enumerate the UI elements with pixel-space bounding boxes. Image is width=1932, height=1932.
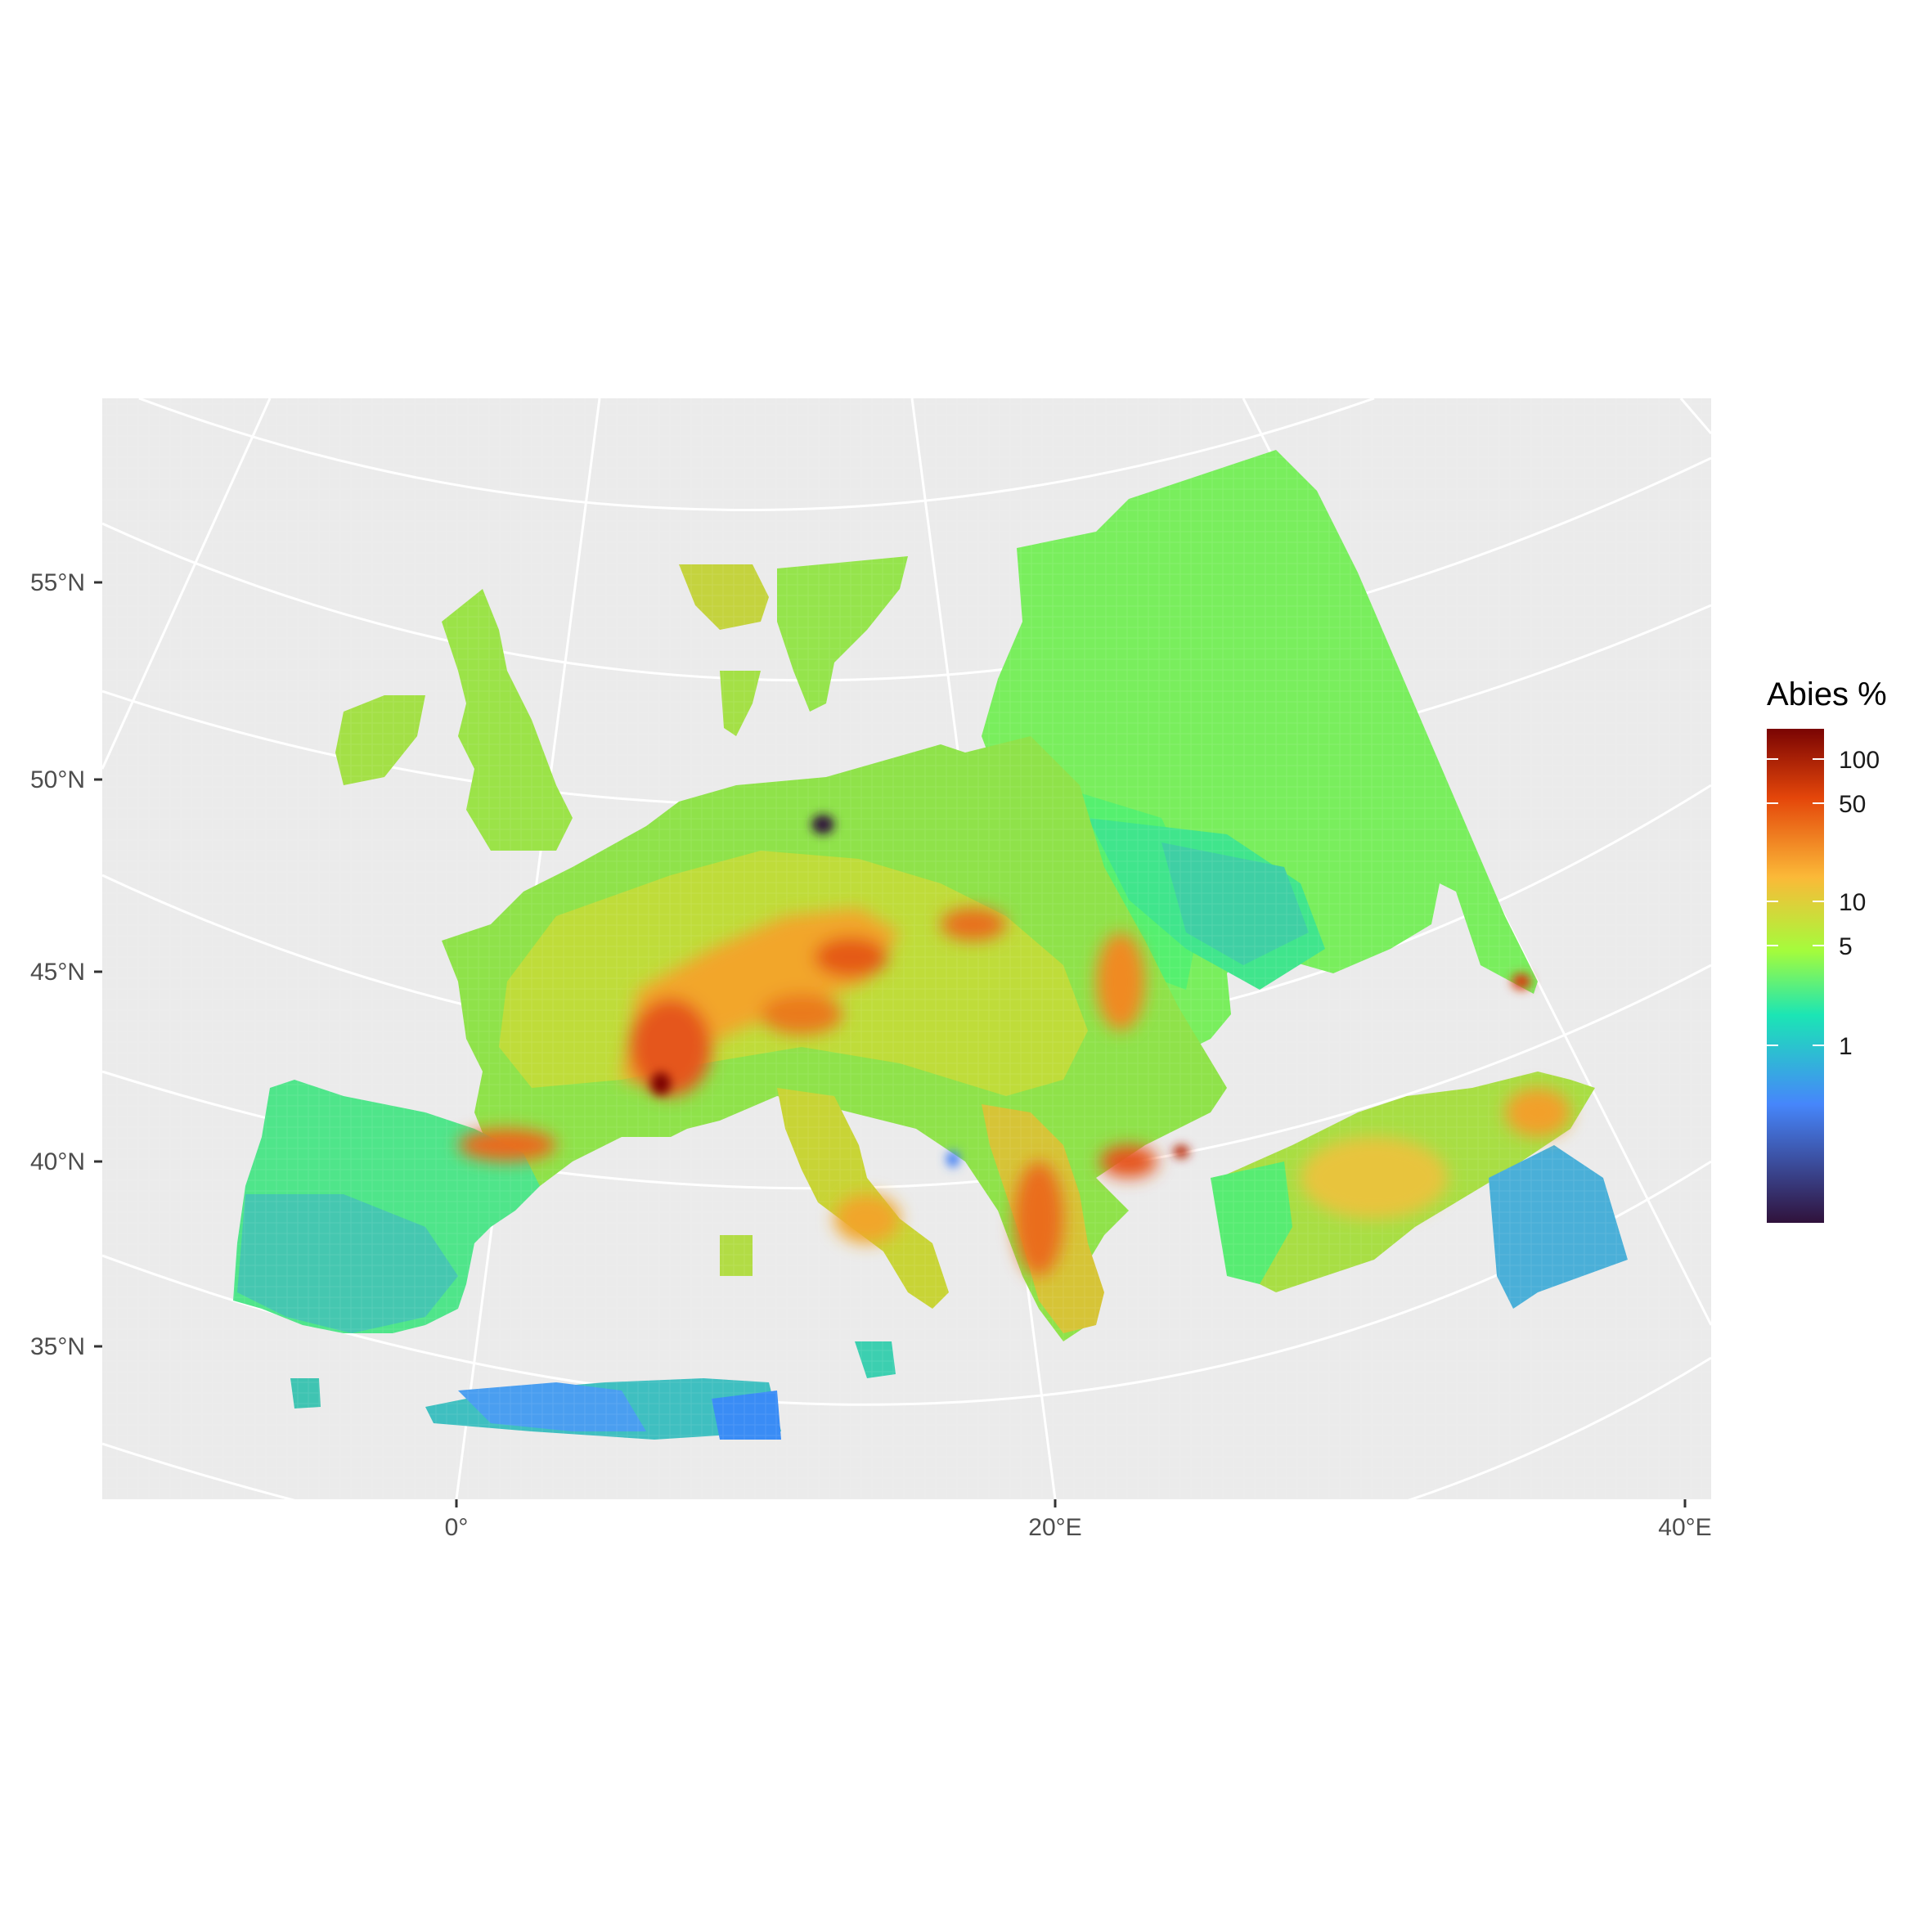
x-tick-label: 0° bbox=[445, 1514, 469, 1541]
legend-colorbar bbox=[1767, 729, 1824, 1223]
y-tick-label: 45°N bbox=[30, 959, 85, 986]
legend-label: 10 bbox=[1839, 889, 1866, 916]
y-tick-label: 50°N bbox=[30, 766, 85, 793]
x-tick-label: 20°E bbox=[1028, 1514, 1081, 1541]
raster-cell-grid bbox=[102, 398, 1711, 1499]
legend-title: Abies % bbox=[1767, 676, 1887, 712]
high-spot bbox=[1173, 1145, 1189, 1158]
high-spot bbox=[651, 1072, 671, 1095]
abies-raster bbox=[102, 398, 1711, 1499]
anatolia-warm bbox=[1505, 1088, 1570, 1137]
carpathians-hotspot bbox=[1096, 932, 1145, 1031]
legend-label: 100 bbox=[1839, 747, 1880, 774]
legend-label: 5 bbox=[1839, 933, 1853, 960]
y-tick-label: 55°N bbox=[30, 569, 85, 596]
legend-label: 50 bbox=[1839, 791, 1866, 818]
alps-hotspot bbox=[814, 937, 887, 977]
x-axis bbox=[455, 1499, 1687, 1507]
balkans-hotspot bbox=[1014, 1161, 1063, 1276]
alps-hotspot bbox=[630, 998, 712, 1096]
legend-label: 1 bbox=[1839, 1033, 1853, 1060]
y-tick-label: 35°N bbox=[30, 1333, 85, 1360]
anatolia-warm bbox=[1301, 1137, 1448, 1219]
pyrenees-hotspot bbox=[458, 1129, 556, 1161]
low-spot bbox=[946, 1151, 959, 1167]
x-tick-label: 40°E bbox=[1658, 1514, 1711, 1541]
italy-warm bbox=[834, 1194, 900, 1243]
alps-hotspot bbox=[761, 994, 842, 1035]
low-spot bbox=[811, 815, 834, 834]
balkans-hotspot bbox=[1100, 1145, 1157, 1178]
high-spot bbox=[1512, 973, 1531, 990]
y-axis bbox=[94, 581, 102, 1348]
carpathians-hotspot bbox=[941, 908, 1006, 941]
y-tick-label: 40°N bbox=[30, 1148, 85, 1175]
legend: Abies % 100 50 10 5 1 bbox=[1767, 676, 1887, 1223]
